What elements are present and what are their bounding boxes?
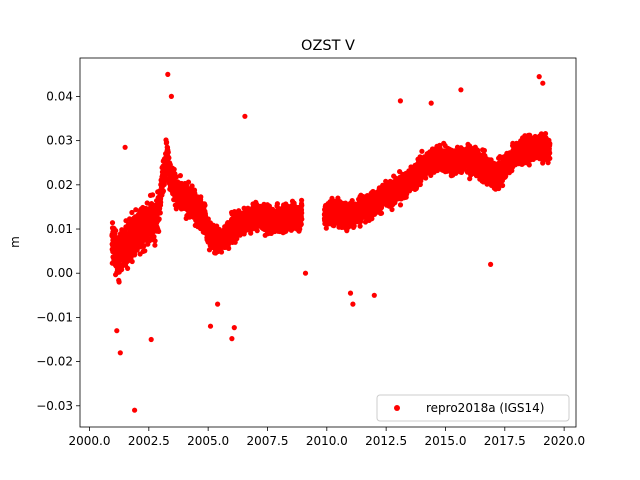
- data-point: [129, 209, 135, 216]
- data-point: [109, 220, 116, 226]
- data-point: [299, 202, 305, 208]
- data-point: [202, 202, 208, 208]
- data-point: [397, 202, 404, 208]
- data-point: [116, 279, 122, 285]
- data-point: [173, 174, 180, 180]
- data-point: [171, 166, 177, 172]
- data-point: [160, 188, 166, 194]
- data-point: [299, 216, 305, 222]
- data-point: [165, 149, 171, 155]
- data-point: [158, 199, 164, 205]
- data-point: [423, 175, 429, 181]
- data-point: [156, 216, 162, 222]
- data-point: [133, 207, 139, 213]
- data-point: [189, 183, 195, 189]
- data-point: [129, 258, 135, 265]
- data-point: [152, 242, 158, 248]
- data-points: [109, 71, 553, 413]
- data-point: [378, 210, 385, 216]
- plot-area: [80, 58, 576, 427]
- data-point: [218, 249, 225, 255]
- data-point: [150, 192, 156, 198]
- data-point: [151, 234, 157, 240]
- data-point: [299, 210, 305, 216]
- data-point: [113, 228, 119, 234]
- data-point: [185, 179, 192, 185]
- data-point: [141, 243, 147, 249]
- data-point: [298, 221, 304, 227]
- data-point: [156, 228, 162, 234]
- data-point: [127, 216, 133, 222]
- data-point: [198, 194, 204, 200]
- chart-title: OZST V: [301, 38, 355, 54]
- data-point: [205, 216, 211, 222]
- data-point: [177, 173, 183, 179]
- data-point: [357, 223, 363, 229]
- data-point: [152, 238, 158, 244]
- data-point: [142, 248, 148, 254]
- data-point: [254, 228, 260, 234]
- data-point: [157, 210, 163, 216]
- data-point: [299, 197, 305, 203]
- data-point: [166, 155, 172, 161]
- data-point: [419, 148, 425, 154]
- data-point: [389, 206, 395, 213]
- data-point: [226, 245, 232, 251]
- data-point: [125, 265, 131, 271]
- data-point: [164, 139, 170, 145]
- data-point: [274, 201, 280, 207]
